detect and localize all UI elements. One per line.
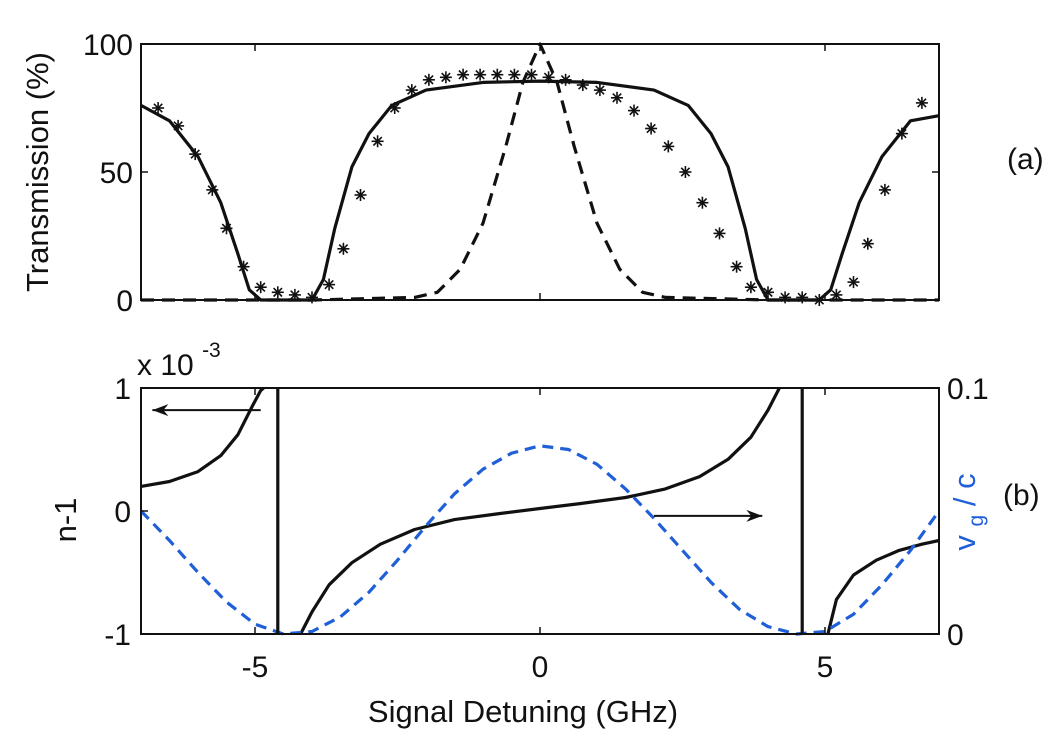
- transmission-data-point: [744, 281, 757, 294]
- transmission-data-point: [254, 281, 267, 294]
- panel-b-right-y-tick-label: 0: [947, 619, 964, 652]
- panel-b-frame: [140, 387, 940, 635]
- panel-b: -5 0 5 -1 0 1 0 0.1 x 10 -3 n-1 v g / c Signal …: [48, 339, 1040, 729]
- refractive-index-curve: [299, 387, 781, 635]
- transmission-data-point: [371, 135, 384, 148]
- transmission-data-point: [439, 71, 452, 84]
- transmission-data-point: [830, 288, 843, 301]
- transmission-data-point: [508, 68, 521, 81]
- transmission-data-point: [354, 189, 367, 201]
- panel-b-left-y-tick-label: -1: [104, 619, 131, 652]
- right-axis-label-subscript: g: [965, 515, 988, 527]
- panel-b-ticks: -5 0 5 -1 0 1 0 0.1: [104, 373, 988, 684]
- panel-a-y-tick-label: 100: [83, 29, 133, 62]
- panel-b-y-multiplier-exponent: -3: [202, 339, 221, 362]
- panel-b-plot-area: [139, 386, 941, 636]
- transmission-data-point: [878, 183, 891, 196]
- transmission-data-point: [422, 73, 435, 86]
- transmission-data-point: [730, 260, 743, 273]
- group-velocity-curve: [139, 444, 941, 636]
- transmission-data-point: [474, 68, 487, 81]
- panel-b-right-y-axis-label: v g / c: [947, 473, 990, 550]
- transmission-data-point: [288, 288, 301, 301]
- panel-b-y-multiplier-base: x 10: [137, 349, 194, 382]
- transmission-data-point: [206, 183, 219, 196]
- panel-b-x-tick-label: 0: [532, 651, 549, 684]
- transmission-data-point: [762, 286, 774, 299]
- transmission-data-point: [271, 286, 284, 299]
- panel-a-y-axis-label: Transmission (%): [20, 52, 55, 292]
- transmission-data-point: [237, 260, 250, 273]
- refractive-index-curve: [140, 386, 265, 488]
- transmission-data-point: [713, 227, 726, 240]
- transmission-data-point: [861, 237, 874, 250]
- transmission-data-point: [679, 166, 692, 178]
- transmission-data-point: [593, 84, 606, 97]
- transmission-curve-solid: [140, 79, 940, 302]
- transmission-data-point: [542, 71, 555, 84]
- transmission-data-point: [189, 148, 202, 161]
- transmission-data-point: [915, 96, 928, 109]
- right-axis-label-rest: / c: [947, 473, 982, 506]
- transmission-data-point: [220, 222, 233, 235]
- transmission-data-point: [388, 102, 401, 114]
- transmission-data-point: [576, 79, 589, 91]
- transmission-data-point: [457, 68, 470, 81]
- panel-b-left-y-axis-label: n-1: [48, 498, 83, 543]
- transmission-data-point: [323, 278, 336, 291]
- transmission-data-point: [525, 68, 538, 81]
- panel-a-label: (a): [1007, 143, 1044, 176]
- panel-b-y-multiplier: x 10 -3: [137, 339, 221, 382]
- transmission-data-point: [337, 242, 350, 255]
- right-axis-arrow: [654, 509, 763, 522]
- panel-b-label: (b): [1003, 479, 1040, 512]
- left-axis-arrow: [152, 404, 261, 417]
- panel-b-x-tick-label: 5: [817, 651, 834, 684]
- panel-a-plot-area: [140, 42, 940, 306]
- transmission-data-point: [559, 73, 572, 86]
- panel-b-left-y-tick-label: 0: [114, 496, 131, 529]
- transmission-data-point: [611, 91, 623, 104]
- panel-a: 0 50 100 Transmission (%) (a): [20, 29, 1044, 318]
- refractive-index-curve: [826, 538, 940, 635]
- transmission-data-point: [895, 127, 908, 140]
- transmission-data-point: [152, 102, 165, 114]
- transmission-data-point: [405, 84, 418, 97]
- panel-b-left-y-tick-label: 1: [114, 373, 131, 406]
- panel-b-x-axis-label: Signal Detuning (GHz): [368, 694, 678, 729]
- transmission-data-point: [847, 276, 860, 289]
- panel-a-ticks: 0 50 100: [83, 29, 939, 318]
- transmission-data-point: [696, 196, 709, 209]
- transmission-data-point: [172, 119, 185, 132]
- panel-a-y-tick-label: 50: [100, 157, 133, 190]
- panel-b-x-tick-label: -5: [242, 651, 269, 684]
- transmission-data-point: [662, 140, 675, 153]
- right-axis-label-v: v: [947, 535, 982, 551]
- panel-a-y-tick-label: 0: [116, 285, 133, 318]
- transmission-data-point: [628, 104, 640, 117]
- panel-b-right-y-tick-label: 0.1: [947, 373, 989, 406]
- transmission-data-point: [645, 122, 658, 135]
- transmission-data-point: [491, 68, 504, 81]
